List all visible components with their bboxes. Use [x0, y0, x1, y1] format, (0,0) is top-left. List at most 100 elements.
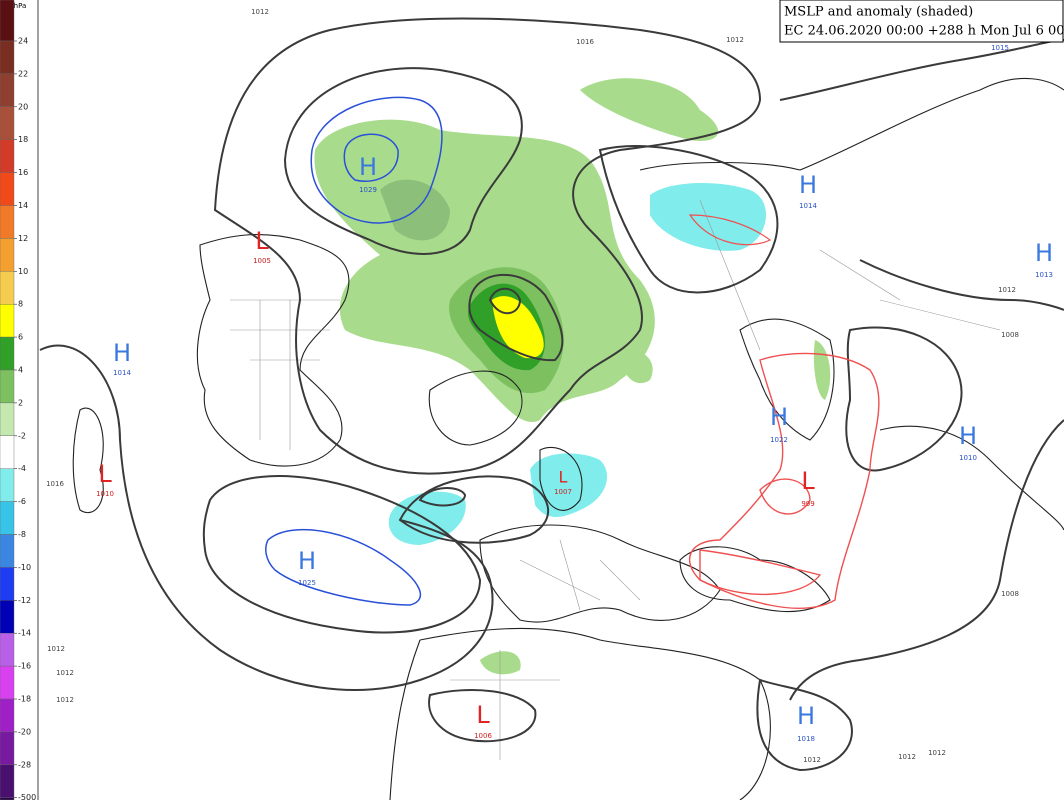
colorbar-swatch [0, 402, 15, 436]
center-letter: L [255, 227, 269, 255]
isobar-label: 1012 [726, 36, 744, 44]
center-letter: L [801, 467, 815, 495]
isobar-label: 1012 [47, 645, 65, 653]
isobars [39, 17, 1064, 772]
colorbar-swatch [0, 731, 15, 766]
colorbar-unit: hPa [14, 2, 27, 10]
colorbar-label: 18 [18, 135, 28, 144]
center-letter: H [298, 547, 316, 575]
colorbar-label: 6 [18, 333, 23, 342]
center-letter: L [476, 701, 490, 729]
title-box [779, 0, 1064, 43]
center-letter: H [1035, 239, 1053, 267]
colorbar-label: -18 [18, 695, 31, 704]
center-letter: L [559, 468, 568, 487]
colorbar-swatch [0, 238, 15, 272]
colorbar-label: -14 [18, 629, 31, 638]
isobar-label: 1016 [576, 38, 594, 46]
colorbar-label: 2 [18, 398, 23, 407]
colorbar-label: -28 [18, 760, 31, 769]
colorbar-swatch [0, 698, 15, 733]
colorbar-label: 10 [18, 267, 28, 276]
colorbar-swatch [0, 0, 15, 42]
colorbar-swatch [0, 567, 15, 601]
isobar-label: 1015 [991, 44, 1009, 52]
isobar-label: 1012 [998, 286, 1016, 294]
pressure-centers: H 1029 L 1005 H 1014 L 1010 H 1025 H 101… [96, 153, 1053, 743]
colorbar-label: 20 [18, 102, 28, 111]
center-pressure: 1029 [359, 186, 377, 194]
isobar-label: 1012 [251, 8, 269, 16]
isobar-label: 1012 [56, 696, 74, 704]
center-pressure: 1010 [959, 454, 977, 462]
center-pressure: 999 [801, 500, 814, 508]
colorbar-swatch [0, 271, 15, 305]
center-letter: H [797, 702, 815, 730]
colorbar-swatch [0, 205, 15, 239]
colorbar-swatch [0, 106, 15, 140]
center-pressure: 1022 [770, 436, 788, 444]
colorbar-swatch [0, 797, 15, 800]
colorbar-swatch [0, 139, 15, 173]
center-pressure: 1007 [554, 488, 572, 496]
center-pressure: 1005 [253, 257, 271, 265]
center-letter: H [359, 153, 377, 181]
colorbar-swatch [0, 665, 15, 700]
anomaly-shading [314, 78, 831, 675]
colorbar: 24 22 20 18 16 14 12 10 8 6 4 2 -2 -4 -6 -8 -10 -12 -14 -16… [0, 0, 39, 800]
isobar-label: 1012 [803, 756, 821, 764]
colorbar-label: -16 [18, 662, 31, 671]
colorbar-label: -20 [18, 727, 31, 736]
isobar-labels: 1012 1016 1012 1015 1012 1008 1008 1012 … [46, 8, 1019, 764]
isobar-label: 1012 [928, 749, 946, 757]
colorbar-swatch [0, 534, 15, 568]
center-letter: H [959, 422, 977, 450]
colorbar-label: -500 [18, 793, 36, 800]
colorbar-label: -8 [18, 530, 26, 539]
colorbar-label: 24 [18, 37, 28, 46]
center-pressure: 1014 [799, 202, 817, 210]
center-pressure: 1025 [298, 579, 316, 587]
colorbar-swatch [0, 501, 15, 535]
colorbar-label: 16 [18, 168, 28, 177]
isobar-label: 1008 [1001, 331, 1019, 339]
isobar-label: 1008 [1001, 590, 1019, 598]
center-letter: L [98, 460, 112, 488]
center-pressure: 1018 [797, 735, 815, 743]
colorbar-label: 14 [18, 201, 28, 210]
center-letter: H [799, 171, 817, 199]
center-letter: H [113, 339, 131, 367]
colorbar-label: -12 [18, 596, 31, 605]
colorbar-swatch [0, 468, 15, 502]
colorbar-swatch [0, 600, 15, 634]
colorbar-label: 4 [18, 366, 23, 375]
isobar-label: 1016 [46, 480, 64, 488]
colorbar-label: 8 [18, 300, 23, 309]
coastlines [72, 77, 1064, 800]
colorbar-label: -2 [18, 431, 26, 440]
map-subtitle: EC 24.06.2020 00:00 +288 h Mon Jul 6 00h… [784, 24, 1064, 39]
colorbar-swatch [0, 369, 15, 404]
colorbar-swatch [0, 73, 15, 108]
colorbar-label: -10 [18, 563, 31, 572]
center-contours [265, 96, 880, 609]
colorbar-label: 22 [18, 69, 28, 78]
center-letter: H [770, 403, 788, 431]
center-pressure: 1010 [96, 490, 114, 498]
center-pressure: 1006 [474, 732, 492, 740]
colorbar-swatch [0, 633, 15, 667]
center-pressure: 1014 [113, 369, 131, 377]
colorbar-swatch [0, 336, 15, 371]
isobar-label: 1012 [898, 753, 916, 761]
colorbar-swatch [0, 764, 15, 798]
colorbar-swatch [0, 304, 15, 338]
center-pressure: 1013 [1035, 271, 1053, 279]
isobar-label: 1012 [56, 669, 74, 677]
borders [230, 199, 1001, 760]
colorbar-label: 12 [18, 234, 28, 243]
colorbar-swatch [0, 172, 15, 206]
colorbar-label: -6 [18, 497, 26, 506]
colorbar-swatch [0, 435, 15, 469]
